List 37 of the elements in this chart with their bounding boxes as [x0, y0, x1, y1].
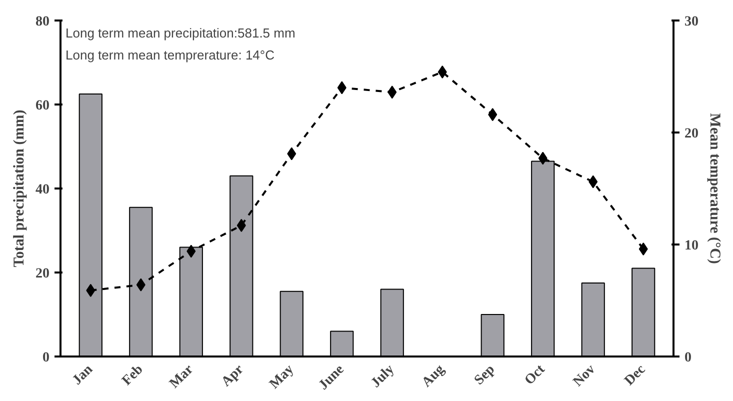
x-tick-label: Aug: [419, 362, 448, 390]
x-tick-label: Sep: [472, 362, 498, 388]
point: [638, 242, 648, 256]
point: [488, 108, 498, 122]
x-tick-label: Feb: [120, 362, 146, 389]
x-tick-label: Jan: [70, 362, 96, 388]
y-tick-label: 0: [42, 350, 50, 366]
y2-axis-title: Mean temperature (°C): [706, 113, 722, 264]
annotation: Long term mean temprerature: 14°C: [66, 48, 274, 62]
x-tick-label: May: [267, 362, 297, 392]
y2-tick-label: 30: [684, 14, 698, 30]
x-tick-label: June: [316, 362, 348, 394]
point: [388, 86, 397, 99]
point: [337, 81, 346, 94]
point: [236, 218, 246, 232]
y2-tick-label: 20: [684, 126, 698, 142]
y-axis-title: Total precipitation (mm): [12, 110, 28, 268]
y-tick-label: 40: [36, 182, 50, 198]
point: [538, 152, 548, 165]
point: [287, 147, 296, 160]
x-tick-label: July: [368, 362, 398, 391]
x-tick-label: Nov: [570, 362, 598, 390]
point: [86, 284, 96, 297]
y-tick-label: 60: [36, 98, 50, 114]
x-tick-label: Dec: [622, 362, 649, 389]
y-tick-label: 80: [36, 14, 50, 30]
point: [438, 66, 447, 79]
point: [136, 278, 146, 292]
point: [186, 244, 196, 258]
x-tick-label: Apr: [219, 362, 247, 390]
y2-tick-label: 0: [684, 350, 692, 366]
x-tick-label: Mar: [167, 362, 196, 392]
x-tick-label: Oct: [522, 362, 548, 388]
y-tick-label: 20: [36, 266, 50, 282]
annotation: Long term mean precipitation:581.5 mm: [66, 26, 296, 41]
y2-tick-label: 10: [684, 238, 698, 254]
point: [588, 175, 598, 188]
